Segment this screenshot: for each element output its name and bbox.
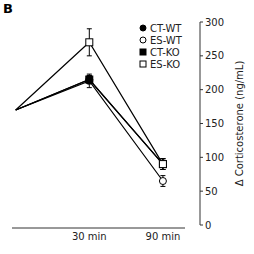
error-bar <box>160 159 165 170</box>
error-bar <box>160 159 165 170</box>
legend-label: ES-WT <box>150 35 183 46</box>
legend: CT-WTES-WTCT-KOES-KO <box>140 23 183 70</box>
y-tick <box>200 123 203 124</box>
legend-label: CT-KO <box>150 47 180 58</box>
y-tick-label: 250 <box>205 50 224 61</box>
y-tick-label: 300 <box>205 17 224 28</box>
point <box>86 76 93 83</box>
error-bar <box>87 75 92 83</box>
error-bar <box>87 75 92 83</box>
point <box>86 39 93 46</box>
legend-marker <box>140 37 146 43</box>
series-line <box>16 42 163 164</box>
point <box>159 178 166 185</box>
y-tick <box>200 225 203 226</box>
x-tick-label: 30 min <box>72 231 107 242</box>
y-tick <box>200 22 203 23</box>
legend-marker <box>140 25 146 31</box>
y-axis-label: Δ Corticosterone (ng/mL) <box>234 61 245 187</box>
x-axis-line <box>12 228 185 229</box>
error-bar <box>87 74 92 88</box>
legend-label: CT-WT <box>150 23 182 34</box>
legend-label: ES-KO <box>150 59 180 70</box>
legend-marker <box>140 49 146 55</box>
series-line <box>16 81 163 181</box>
error-bar <box>160 159 165 170</box>
point <box>159 161 166 168</box>
error-bar <box>87 29 92 56</box>
y-tick <box>200 157 203 158</box>
y-tick <box>200 55 203 56</box>
y-tick-label: 0 <box>205 220 211 231</box>
series <box>16 74 167 186</box>
y-tick-label: 100 <box>205 152 224 163</box>
x-tick-label: 90 min <box>146 231 181 242</box>
y-tick-label: 150 <box>205 118 224 129</box>
chart: 30 min 90 min 0 50 100 150 200 250 300 Δ Corticos… <box>0 0 254 254</box>
point <box>86 76 93 83</box>
series <box>16 29 167 170</box>
series-line <box>16 80 163 165</box>
point <box>159 161 166 168</box>
y-tick-label: 50 <box>205 186 218 197</box>
y-tick <box>200 89 203 90</box>
y-tick <box>200 191 203 192</box>
y-tick-label: 200 <box>205 84 224 95</box>
panel-label: B <box>3 1 13 16</box>
point <box>159 161 166 168</box>
error-bar <box>160 176 165 187</box>
plot-area <box>16 29 167 187</box>
legend-marker <box>140 61 146 67</box>
